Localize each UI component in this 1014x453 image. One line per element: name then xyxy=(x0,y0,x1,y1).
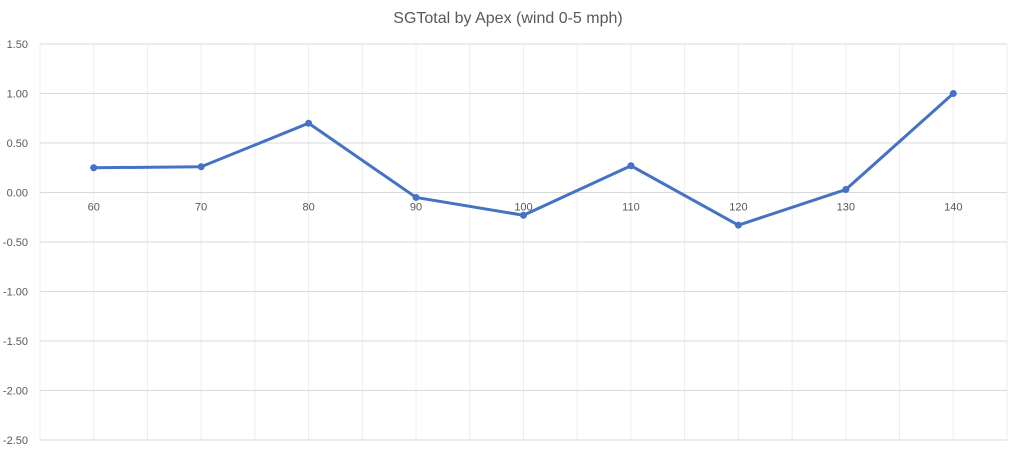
y-tick-label: -1.50 xyxy=(3,336,28,348)
y-tick-label: -2.50 xyxy=(3,435,28,447)
series-layer xyxy=(90,90,957,229)
grid-lines xyxy=(39,43,1008,441)
data-point-marker xyxy=(305,119,313,127)
data-point-marker xyxy=(412,193,420,201)
x-tick-label: 130 xyxy=(837,202,855,214)
x-axis-tick-labels: 60 70 80 90 100 110 120 130 140 xyxy=(88,202,963,214)
x-tick-label: 110 xyxy=(622,202,640,214)
data-point-marker xyxy=(520,211,527,219)
y-tick-label: -2.00 xyxy=(3,386,28,398)
x-tick-label: 140 xyxy=(944,202,962,214)
x-tick-label: 120 xyxy=(729,202,747,214)
y-axis-tick-labels: 1.50 1.00 0.50 0.00 -0.50 -1.00 -1.50 -2.00 -2.5… xyxy=(3,39,28,447)
y-tick-label: -0.50 xyxy=(3,237,28,249)
data-point-marker xyxy=(842,186,850,194)
data-point-marker xyxy=(90,164,98,172)
x-tick-label: 70 xyxy=(195,202,207,214)
x-tick-label: 90 xyxy=(410,202,422,214)
data-point-marker xyxy=(949,90,957,97)
x-tick-label: 60 xyxy=(88,202,100,214)
data-point-marker xyxy=(197,163,205,171)
data-point-marker xyxy=(734,221,742,229)
x-tick-label: 100 xyxy=(514,202,532,214)
x-tick-label: 80 xyxy=(302,202,314,214)
chart-title: SGTotal by Apex (wind 0-5 mph) xyxy=(393,10,622,27)
data-point-marker xyxy=(627,162,635,170)
y-tick-label: 0.00 xyxy=(7,188,28,200)
y-tick-label: 1.50 xyxy=(7,39,28,51)
y-tick-label: 1.00 xyxy=(7,89,28,101)
y-tick-label: -1.00 xyxy=(3,287,28,299)
y-tick-label: 0.50 xyxy=(7,138,28,150)
